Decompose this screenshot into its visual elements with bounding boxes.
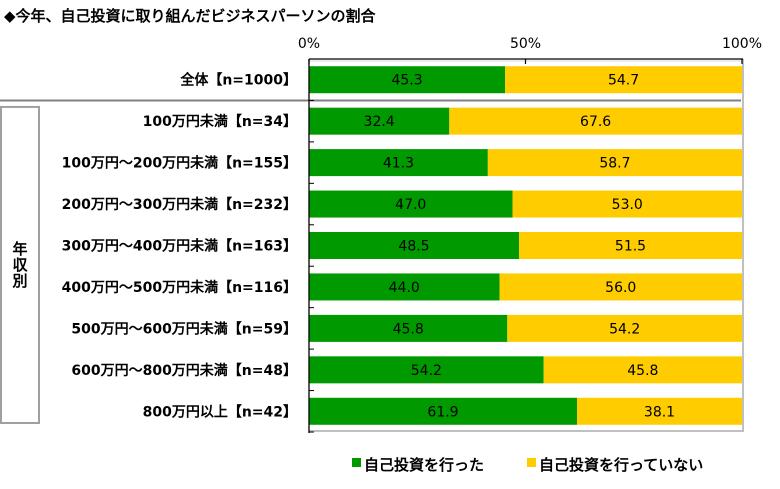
bar-segment-not-done (449, 107, 742, 135)
bar-segment-not-done (519, 232, 742, 259)
data-label-done: 41.3 (383, 156, 414, 172)
category-label: 500万円～600万円未満【n=59】 (71, 320, 297, 337)
bar-segment-not-done (577, 397, 742, 425)
category-label: 全体【n=1000】 (179, 72, 297, 89)
bar-segment-done (309, 273, 500, 301)
data-label-not-done: 54.2 (609, 321, 640, 337)
data-label-done: 32.4 (364, 114, 395, 130)
category-label: 600万円～800万円未満【n=48】 (71, 362, 297, 379)
data-label-not-done: 53.0 (612, 197, 643, 213)
data-label-done: 54.2 (411, 363, 442, 379)
legend-label-done: 自己投資を行った (364, 456, 484, 474)
bar-segment-done (309, 314, 508, 342)
data-label-not-done: 67.6 (580, 114, 611, 130)
data-label-not-done: 45.8 (627, 363, 658, 379)
value-axis-tick-label: 0% (298, 36, 320, 52)
legend-label-not-done: 自己投資を行っていない (539, 456, 703, 474)
data-label-not-done: 38.1 (644, 404, 675, 420)
value-axis-tick-label: 50% (510, 36, 541, 52)
data-label-done: 44.0 (389, 280, 420, 296)
data-label-not-done: 51.5 (615, 239, 646, 255)
bar-segment-done (309, 190, 513, 218)
category-label: 100万円～200万円未満【n=155】 (62, 155, 297, 172)
bar-segment-done (309, 149, 488, 177)
bar-segment-not-done (543, 356, 742, 384)
data-label-done: 48.5 (398, 239, 429, 255)
bar-segment-done (309, 232, 520, 259)
data-label-done: 45.8 (393, 321, 424, 337)
bar-segment-done (309, 356, 544, 384)
category-label: 200万円～300万円未満【n=232】 (62, 196, 297, 213)
legend-swatch-done (352, 458, 361, 467)
data-label-done: 45.3 (391, 73, 422, 89)
bar-segment-done (309, 66, 506, 94)
bar-segment-not-done (499, 273, 742, 301)
bar-segment-not-done (512, 190, 742, 218)
data-label-done: 61.9 (427, 404, 458, 420)
chart-title: ◆今年、自己投資に取り組んだビジネスパーソンの割合 (4, 7, 377, 25)
bar-segment-not-done (507, 314, 742, 342)
category-label: 100万円未満【n=34】 (143, 113, 297, 130)
category-label: 400万円～500万円未満【n=116】 (62, 279, 297, 296)
value-axis-tick-label: 100% (722, 36, 762, 52)
group-label-income: 年収別 (10, 241, 29, 289)
data-label-not-done: 56.0 (605, 280, 636, 296)
bar-segment-not-done (505, 66, 742, 94)
data-label-not-done: 54.7 (608, 73, 639, 89)
bar-segment-done (309, 397, 578, 425)
data-label-done: 47.0 (395, 197, 426, 213)
legend-swatch-not-done (527, 458, 536, 467)
bar-segment-not-done (487, 149, 742, 177)
bar-segment-done (309, 107, 450, 135)
data-label-not-done: 58.7 (599, 156, 630, 172)
category-label: 300万円～400万円未満【n=163】 (62, 238, 297, 255)
group-bracket-box (0, 105, 40, 424)
category-label: 800万円以上【n=42】 (143, 404, 297, 420)
